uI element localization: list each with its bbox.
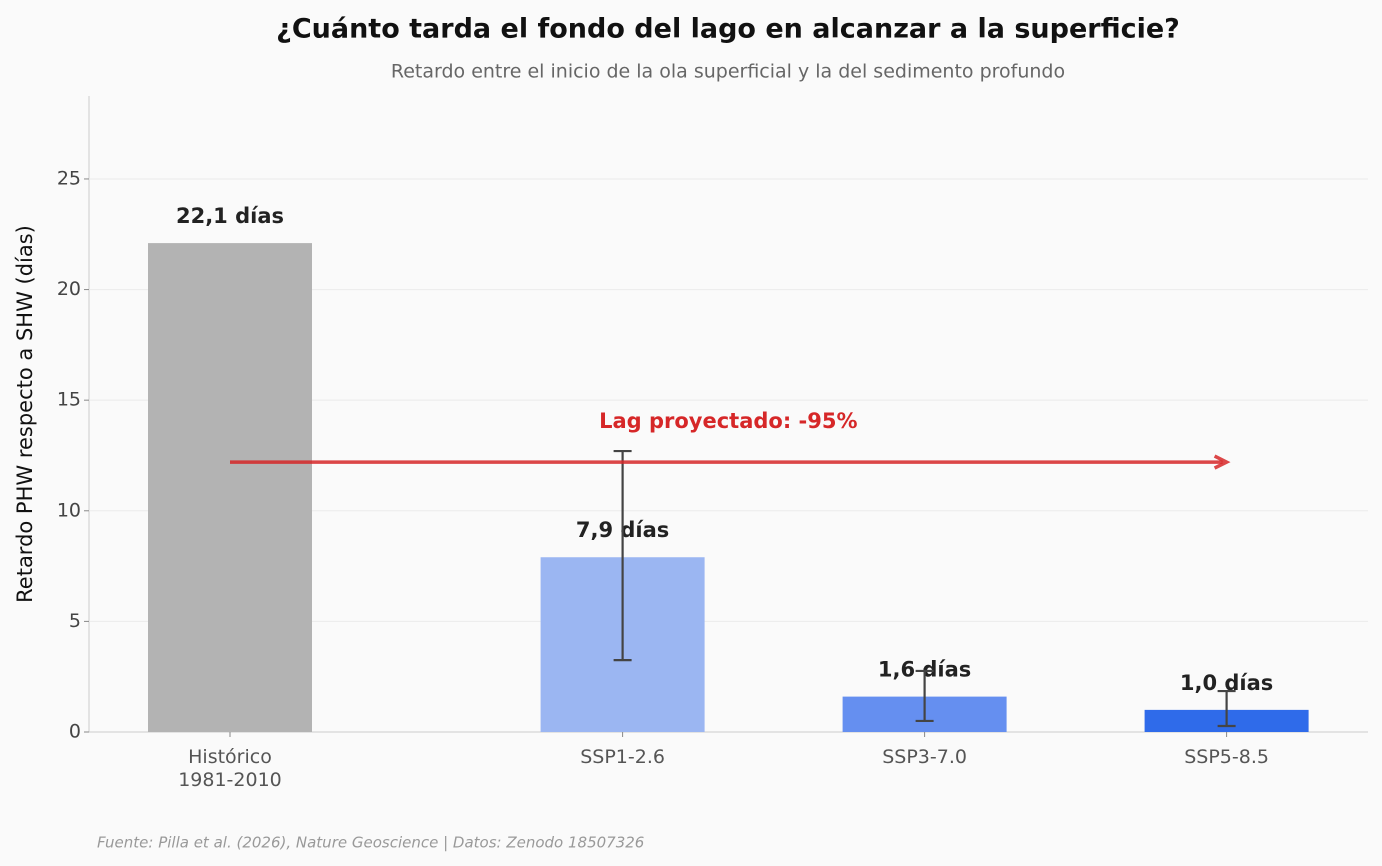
y-tick-label: 5 (69, 610, 81, 632)
arrow-head (1213, 454, 1231, 470)
x-tick-label: Histórico 1981-2010 (178, 746, 282, 791)
x-tick-label: SSP1-2.6 (580, 746, 665, 768)
y-axis-label: Retardo PHW respecto a SHW (días) (13, 225, 37, 603)
y-tick-label: 10 (57, 499, 81, 521)
annotation-text: Lag proyectado: -95% (599, 409, 857, 433)
source-note: Fuente: Pilla et al. (2026), Nature Geos… (97, 834, 644, 852)
chart-title: ¿Cuánto tarda el fondo del lago en alcan… (276, 14, 1180, 45)
y-tick-label: 0 (69, 721, 81, 743)
y-tick-label: 25 (57, 167, 81, 189)
x-tick-label: SSP5-8.5 (1184, 746, 1269, 768)
y-tick-label: 15 (57, 389, 81, 411)
bar (148, 243, 312, 732)
y-tick-label: 20 (57, 278, 81, 300)
chart-subtitle: Retardo entre el inicio de la ola superf… (391, 61, 1065, 83)
x-tick-label: SSP3-7.0 (882, 746, 967, 768)
value-label: 22,1 días (176, 204, 284, 228)
